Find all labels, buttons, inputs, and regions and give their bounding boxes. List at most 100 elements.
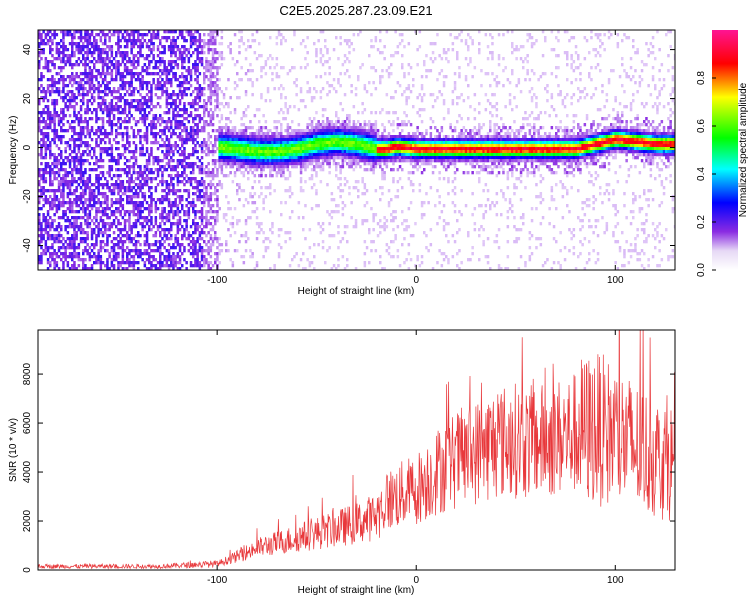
spectrogram-cell	[156, 183, 160, 187]
spectrogram-cell	[205, 210, 208, 214]
spectrogram-cell	[174, 45, 177, 49]
spectrogram-cell	[139, 39, 142, 43]
spectrogram-cell	[154, 63, 158, 67]
spectrogram-cell	[218, 66, 221, 70]
spectrogram-cell	[51, 81, 54, 85]
spectrogram-cell	[101, 222, 105, 226]
spectrogram-cell	[126, 219, 129, 223]
spectrogram-cell	[128, 165, 131, 169]
spectrogram-cell	[97, 210, 100, 214]
spectrogram-cell	[205, 144, 208, 148]
spectrogram-cell	[220, 147, 224, 151]
spectrogram-cell	[216, 99, 219, 103]
spectrogram-cell	[139, 153, 142, 157]
spectrogram-cell	[115, 174, 118, 178]
spectrogram-cell	[310, 132, 314, 136]
spectrogram-cell	[145, 159, 149, 163]
spectrogram-cell	[302, 132, 305, 136]
spectrogram-cell	[112, 231, 116, 235]
spectrogram-cell	[115, 162, 118, 166]
spectrogram-cell	[66, 84, 70, 88]
spectrogram-cell	[73, 159, 76, 163]
spectrogram-cell	[207, 84, 210, 88]
spectrogram-cell	[330, 267, 334, 270]
spectrogram-cell	[145, 165, 149, 169]
spectrogram-cell	[110, 198, 114, 202]
spectrogram-cell	[324, 153, 327, 157]
spectrogram-cell	[82, 159, 85, 163]
spectrogram-cell	[253, 168, 257, 172]
spectrogram-cell	[280, 156, 283, 160]
spectrogram-cell	[315, 153, 318, 157]
spectrogram-cell	[119, 222, 122, 226]
spectrogram-cell	[82, 228, 85, 232]
spectrogram-cell	[262, 114, 265, 118]
spectrogram-cell	[249, 216, 252, 220]
spectrogram-cell	[291, 258, 294, 262]
spectrogram-cell	[104, 90, 107, 94]
spectrogram-cell	[326, 144, 329, 148]
spectrogram-cell	[139, 189, 142, 193]
spectrogram-cell	[304, 144, 307, 148]
spectrogram-cell	[49, 150, 52, 154]
spectrogram-cell	[203, 192, 206, 196]
spectrogram-cell	[244, 129, 248, 133]
spectrogram-cell	[145, 69, 149, 73]
spectrogram-cell	[66, 129, 70, 133]
spectrogram-cell	[99, 141, 103, 145]
spectrogram-cell	[93, 57, 96, 61]
spectrogram-cell	[49, 84, 52, 88]
spectrogram-cell	[152, 132, 155, 136]
spectrogram-cell	[117, 186, 120, 190]
spectrogram-cell	[132, 129, 136, 133]
spectrogram-cell	[62, 186, 65, 190]
spectrogram-cell	[44, 66, 48, 70]
spectrogram-cell	[187, 120, 191, 124]
spectrogram-cell	[130, 195, 133, 199]
spectrogram-cell	[319, 225, 323, 229]
spectrogram-cell	[134, 66, 138, 70]
spectrogram-cell	[148, 243, 151, 247]
spectrogram-cell	[57, 174, 61, 178]
spectrogram-cell	[106, 261, 109, 265]
spectrogram-cell	[159, 114, 162, 118]
spectrogram-cell	[187, 66, 191, 70]
spectrogram-cell	[104, 48, 107, 52]
spectrogram-cell	[341, 201, 345, 205]
spectrogram-cell	[192, 42, 195, 46]
spectrogram-cell	[117, 246, 120, 250]
spectrogram-cell	[170, 183, 173, 187]
spectrogram-cell	[249, 153, 252, 157]
spectrogram-cell	[328, 159, 331, 163]
spectrogram-cell	[194, 216, 197, 220]
spectrogram-cell	[297, 201, 301, 205]
spectrogram-cell	[121, 198, 125, 202]
spectrogram-cell	[82, 252, 85, 256]
spectrogram-cell	[64, 210, 67, 214]
spectrogram-cell	[198, 42, 202, 46]
spectrogram-cell	[145, 216, 149, 220]
spectrogram-cell	[97, 90, 100, 94]
spectrogram-cell	[165, 123, 169, 127]
spectrogram-cell	[101, 225, 105, 229]
spectrogram-cell	[130, 210, 133, 214]
spectrogram-cell	[183, 246, 186, 250]
spectrogram-cell	[115, 243, 118, 247]
spectrogram-cell	[110, 48, 114, 52]
spectrogram-cell	[205, 66, 208, 70]
spectrogram-cell	[337, 144, 340, 148]
spectrogram-cell	[328, 138, 331, 142]
spectrogram-cell	[99, 75, 103, 79]
spectrogram-cell	[145, 42, 149, 46]
spectrogram-cell	[99, 138, 103, 142]
spectrogram-cell	[343, 39, 347, 43]
spectrogram-cell	[310, 129, 314, 133]
spectrogram-cell	[242, 174, 246, 178]
spectrogram-cell	[150, 216, 153, 220]
spectrogram-cell	[95, 177, 98, 181]
spectrogram-cell	[79, 198, 83, 202]
spectrogram-cell	[255, 144, 259, 148]
spectrogram-cell	[49, 207, 52, 211]
spectrogram-cell	[209, 120, 213, 124]
spectrogram-cell	[178, 33, 182, 37]
